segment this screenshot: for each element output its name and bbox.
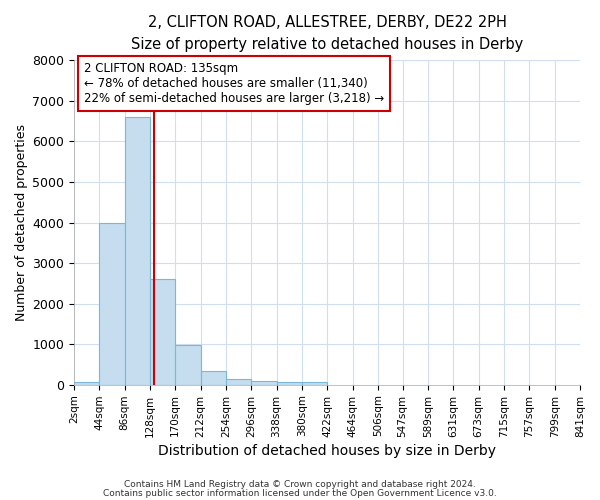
Bar: [251, 382, 277, 384]
Text: Contains public sector information licensed under the Open Government Licence v3: Contains public sector information licen…: [103, 488, 497, 498]
Bar: [277, 382, 302, 384]
Y-axis label: Number of detached properties: Number of detached properties: [15, 124, 28, 321]
Bar: [302, 382, 327, 384]
Text: 2 CLIFTON ROAD: 135sqm
← 78% of detached houses are smaller (11,340)
22% of semi: 2 CLIFTON ROAD: 135sqm ← 78% of detached…: [84, 62, 384, 105]
X-axis label: Distribution of detached houses by size in Derby: Distribution of detached houses by size …: [158, 444, 496, 458]
Bar: [175, 345, 200, 385]
Bar: [200, 371, 226, 384]
Bar: [125, 117, 150, 384]
Bar: [99, 222, 125, 384]
Bar: [74, 382, 99, 384]
Text: Contains HM Land Registry data © Crown copyright and database right 2024.: Contains HM Land Registry data © Crown c…: [124, 480, 476, 489]
Bar: [150, 280, 175, 384]
Title: 2, CLIFTON ROAD, ALLESTREE, DERBY, DE22 2PH
Size of property relative to detache: 2, CLIFTON ROAD, ALLESTREE, DERBY, DE22 …: [131, 15, 523, 52]
Bar: [226, 380, 251, 384]
